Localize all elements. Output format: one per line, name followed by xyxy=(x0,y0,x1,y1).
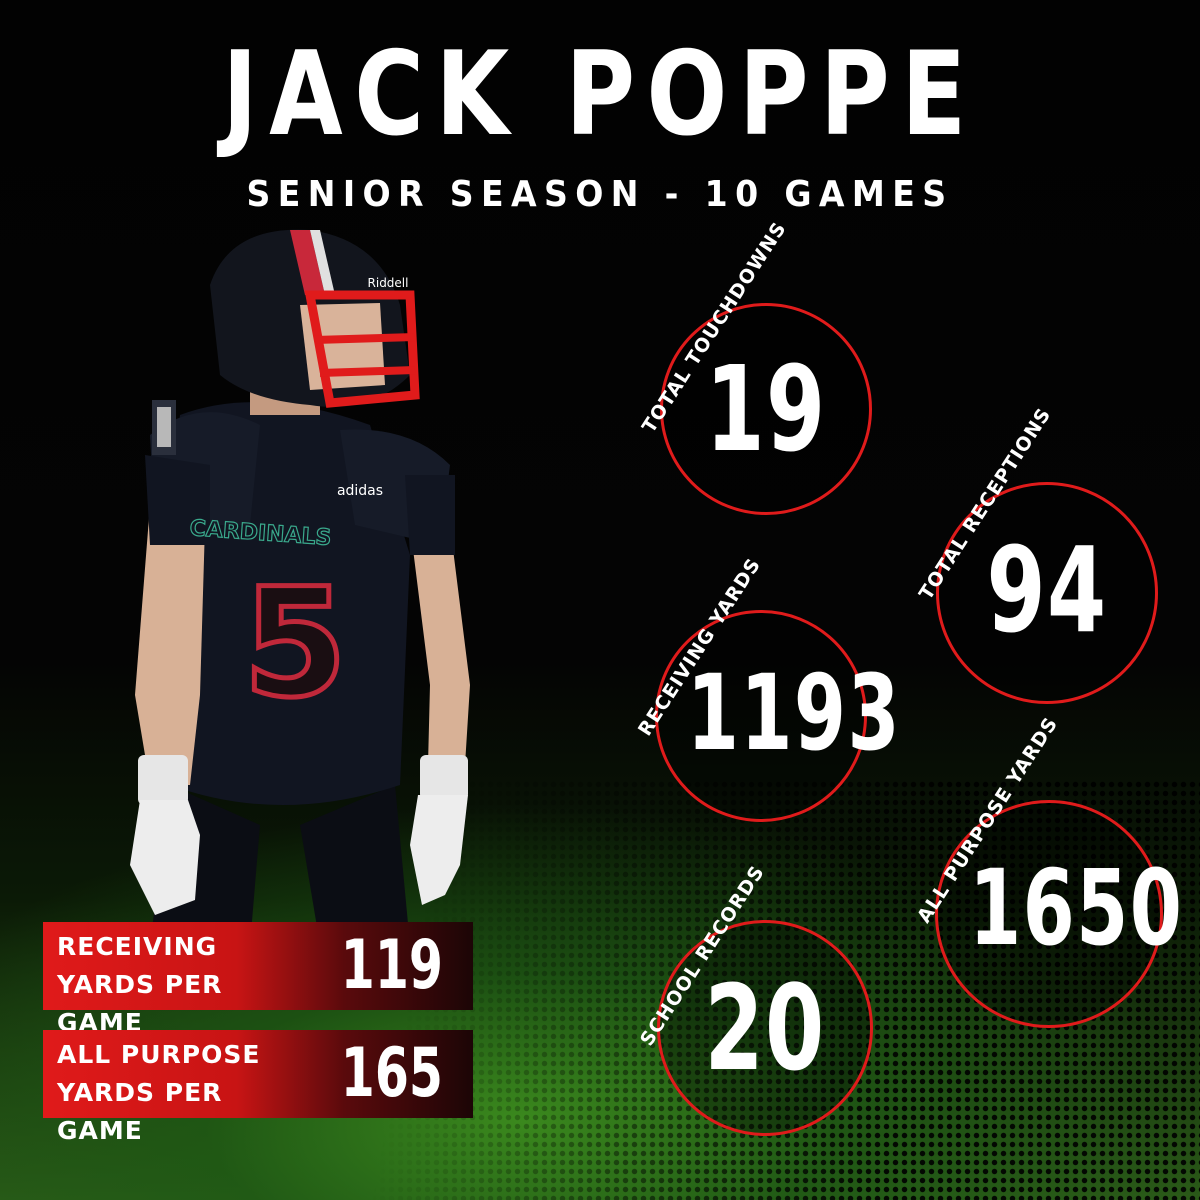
all-purpose-per-game-value: 165 xyxy=(340,1034,443,1113)
receiving-per-game-label: RECEIVING YARDS PER GAME xyxy=(57,928,317,1042)
stat-circle-all-purpose-yards: 1650 xyxy=(935,800,1184,1028)
stat-value-touchdowns: 19 xyxy=(705,340,827,478)
jersey-brand: adidas xyxy=(337,483,383,499)
player-photo: CARDINALS 5 adidas Riddell xyxy=(130,229,470,945)
stat-value-receiving-yards: 1193 xyxy=(686,652,902,774)
receiving-per-game-value: 119 xyxy=(340,926,443,1005)
season-subtitle: SENIOR SEASON - 10 GAMES xyxy=(246,174,954,215)
jersey-number: 5 xyxy=(243,557,347,731)
player-name: JACK POPPE xyxy=(222,27,978,162)
helmet-brand: Riddell xyxy=(368,276,409,290)
stat-value-all-purpose-yards: 1650 xyxy=(969,847,1184,969)
all-purpose-per-game-box: ALL PURPOSE YARDS PER GAME 165 xyxy=(43,1030,473,1145)
receiving-per-game-line1: RECEIVING xyxy=(57,932,218,961)
all-purpose-per-game-label: ALL PURPOSE YARDS PER GAME xyxy=(57,1036,317,1150)
stat-circle-school-records: 20 xyxy=(657,920,873,1136)
stat-circle-receptions: 94 xyxy=(936,482,1158,704)
all-purpose-per-game-line2: YARDS PER GAME xyxy=(57,1078,223,1145)
all-purpose-per-game-line1: ALL PURPOSE xyxy=(57,1040,261,1069)
stat-value-school-records: 20 xyxy=(704,959,826,1097)
stat-value-receptions: 94 xyxy=(986,521,1108,659)
stat-circle-touchdowns: 19 xyxy=(660,303,872,515)
stat-circle-receiving-yards: 1193 xyxy=(655,610,902,822)
receiving-per-game-box: RECEIVING YARDS PER GAME 119 xyxy=(43,922,473,1037)
